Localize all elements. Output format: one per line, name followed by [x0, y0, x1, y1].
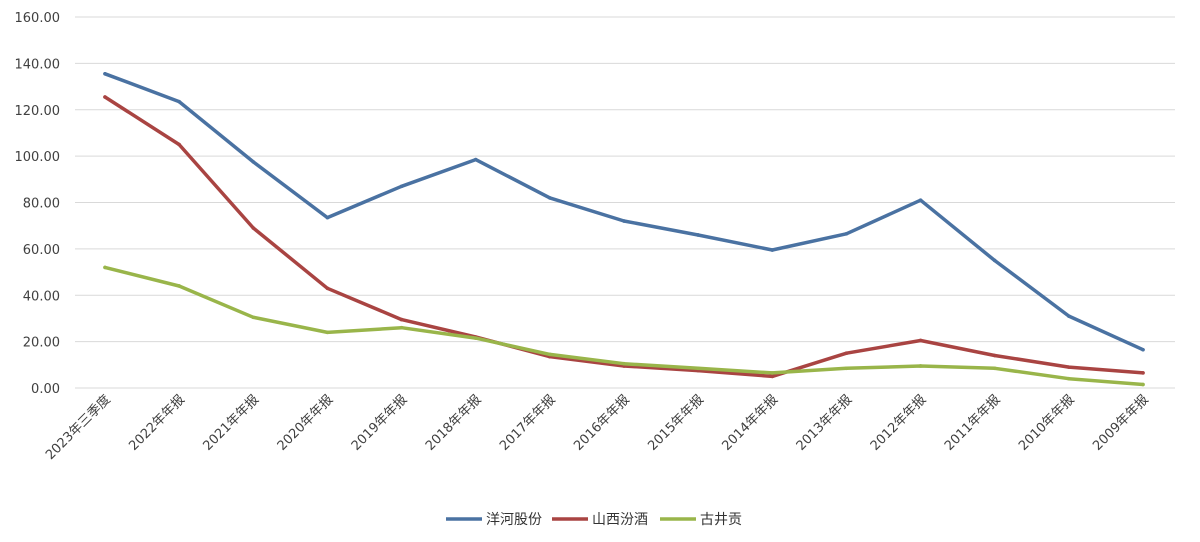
y-tick-label: 20.00: [23, 336, 60, 351]
x-tick-label: 2011年年报: [942, 392, 1004, 454]
data-point: [696, 233, 700, 237]
x-tick-label: 2012年年报: [868, 392, 930, 454]
data-point: [696, 366, 700, 371]
series-lines: [103, 72, 1145, 387]
data-point: [770, 371, 775, 375]
y-tick-label: 60.00: [23, 243, 60, 258]
data-point: [1067, 365, 1071, 369]
x-tick-label: 2019年年报: [349, 392, 411, 454]
y-tick-label: 120.00: [15, 104, 61, 119]
x-tick-label: 2023年三季度: [42, 392, 113, 463]
x-tick-label: 2015年年报: [645, 392, 707, 454]
data-point: [1141, 371, 1145, 375]
data-point: [399, 325, 404, 330]
data-point: [770, 374, 775, 379]
data-point: [1067, 376, 1071, 381]
x-tick-label: 2017年年报: [497, 392, 559, 454]
data-point: [473, 336, 478, 340]
series-line-0: [103, 72, 1145, 352]
legend-label-2: 古井贡: [700, 512, 742, 528]
y-tick-label: 40.00: [23, 289, 60, 304]
x-tick-label: 2016年年报: [571, 392, 633, 454]
data-point: [177, 142, 181, 147]
data-point: [918, 338, 923, 343]
data-point: [251, 160, 256, 164]
legend-label-0: 洋河股份: [486, 512, 542, 528]
data-point: [992, 258, 997, 263]
y-axis-ticks: 0.00 20.00 40.00 60.00 80.00 100.00 120.00 140.…: [15, 11, 61, 397]
data-point: [1141, 347, 1145, 352]
data-point: [325, 330, 330, 335]
data-point: [251, 315, 256, 320]
data-point: [844, 366, 849, 371]
data-point: [103, 72, 107, 76]
data-point: [918, 364, 923, 368]
legend-label-1: 山西汾酒: [592, 512, 648, 528]
y-tick-label: 100.00: [15, 150, 61, 165]
y-tick-label: 160.00: [15, 11, 61, 26]
data-point: [325, 286, 330, 291]
data-point: [548, 196, 552, 200]
x-tick-label: 2021年年报: [201, 392, 263, 454]
data-point: [622, 361, 626, 366]
data-point: [844, 232, 849, 236]
data-point: [918, 198, 923, 202]
series-line-1: [103, 95, 1145, 379]
data-point: [844, 351, 849, 356]
data-point: [399, 184, 404, 189]
gridlines: [75, 16, 1175, 389]
y-tick-label: 0.00: [31, 382, 60, 397]
x-axis-ticks: 2023年三季度 2022年年报 2021年年报 2020年年报 2019年年报 2018…: [42, 392, 1151, 463]
data-point: [103, 95, 107, 99]
data-point: [1141, 382, 1145, 387]
data-point: [1067, 314, 1071, 318]
data-point: [992, 366, 997, 371]
x-tick-label: 2013年年报: [794, 392, 856, 454]
x-tick-label: 2022年年报: [126, 392, 188, 454]
data-point: [325, 215, 330, 220]
x-tick-label: 2010年年报: [1016, 392, 1078, 454]
x-tick-label: 2009年年报: [1090, 392, 1152, 454]
data-point: [177, 99, 181, 104]
data-point: [251, 226, 256, 230]
y-tick-label: 140.00: [15, 57, 61, 72]
data-point: [548, 352, 552, 357]
data-point: [622, 219, 626, 223]
data-point: [992, 353, 997, 358]
x-tick-label: 2014年年报: [720, 392, 782, 454]
data-point: [177, 284, 181, 288]
y-tick-label: 80.00: [23, 197, 60, 212]
data-point: [399, 317, 404, 322]
data-point: [103, 265, 107, 270]
legend: 洋河股份 山西汾酒 古井贡: [446, 512, 742, 528]
x-tick-label: 2018年年报: [423, 392, 485, 454]
data-point: [770, 248, 775, 252]
x-tick-label: 2020年年报: [275, 392, 337, 454]
data-point: [473, 157, 478, 162]
